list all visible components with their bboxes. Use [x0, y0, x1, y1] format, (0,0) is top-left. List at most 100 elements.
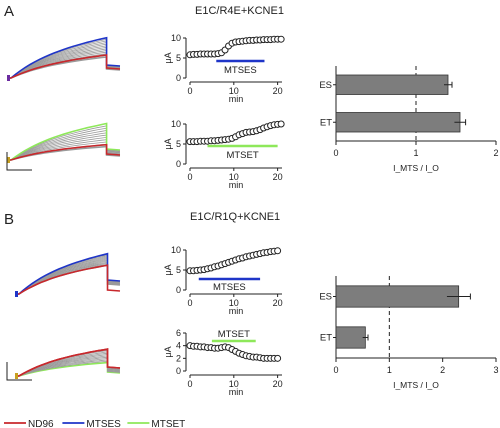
legend-label: ND96 — [28, 419, 54, 428]
panel-b-title: E1C/R1Q+KCNE1 — [190, 211, 280, 223]
x-tick-label: 1 — [387, 365, 392, 375]
trace-gray — [8, 127, 121, 161]
x-tick-label: 0 — [333, 148, 338, 158]
trace-high — [16, 252, 121, 295]
panel-b-scale-bar — [6, 362, 32, 381]
trace-gray — [8, 132, 121, 161]
y-tick-label: 0 — [176, 366, 181, 376]
x-tick-label: 1 — [413, 148, 418, 158]
trace-nd96 — [16, 348, 121, 377]
panel-a-title: E1C/R4E+KCNE1 — [195, 5, 284, 17]
x-axis-label: min — [229, 94, 244, 104]
x-tick-label: 10 — [229, 172, 239, 182]
data-point — [277, 35, 285, 43]
trace-start-marker — [15, 373, 18, 379]
panel-a-timecourse-mtses: 0 5 10 0 10 20 μA min MTSES — [163, 33, 285, 104]
bar — [335, 285, 460, 308]
y-tick-label: 10 — [171, 245, 181, 255]
x-axis-label: min — [229, 180, 244, 190]
panel-a-bar-chart: 0 1 2 ES ET I_MTS / I_O — [319, 66, 499, 173]
treatment-label: MTSES — [213, 282, 246, 293]
bar — [335, 112, 461, 133]
x-tick-label: 2 — [440, 365, 445, 375]
category-label: ET — [320, 117, 332, 128]
y-tick-label: 2 — [176, 353, 181, 363]
data-point — [274, 354, 282, 362]
x-tick-label: 0 — [187, 172, 192, 182]
legend-label: MTSET — [151, 419, 185, 428]
y-tick-label: 5 — [176, 265, 181, 275]
treatment-label: MTSET — [218, 329, 250, 340]
trace-start-marker — [15, 291, 18, 297]
x-tick-label: 2 — [493, 148, 498, 158]
trace-nd96 — [8, 54, 121, 79]
trace-gray — [8, 134, 121, 161]
x-tick-label: 3 — [493, 365, 498, 375]
y-tick-label: 10 — [171, 33, 181, 43]
x-tick-label: 0 — [187, 298, 192, 308]
trace-start-marker — [7, 75, 10, 81]
y-tick-label: 0 — [176, 159, 181, 169]
y-tick-label: 0 — [176, 285, 181, 295]
trace-gray — [8, 130, 121, 161]
y-tick-label: 10 — [171, 119, 181, 129]
y-axis-label: μA — [163, 264, 173, 275]
legend: ND96 MTSES MTSET — [4, 419, 185, 428]
panel-a-timecourse-mtset: 0 5 10 0 10 20 μA min MTSET — [163, 119, 285, 190]
x-tick-label: 10 — [229, 379, 239, 389]
y-axis-label: μA — [163, 52, 173, 63]
error-bar — [446, 293, 471, 300]
error-bar — [444, 81, 453, 88]
trace-start-marker — [7, 157, 10, 163]
y-tick-label: 0 — [176, 73, 181, 83]
trace-gray — [8, 139, 121, 161]
treatment-label: MTSET — [226, 150, 258, 161]
trace-gray — [16, 258, 121, 295]
panel-b-current-traces-mtset — [15, 348, 121, 379]
data-point — [277, 120, 285, 128]
legend-label: MTSES — [86, 419, 121, 428]
x-axis-label: I_MTS / I_O — [393, 163, 439, 173]
trace-high — [8, 36, 121, 79]
category-label: ET — [320, 333, 332, 344]
y-tick-label: 5 — [176, 139, 181, 149]
error-bar — [454, 119, 467, 126]
panel-a-current-traces-mtses — [7, 36, 121, 81]
data-point — [274, 247, 282, 255]
trace-gray — [8, 48, 121, 79]
y-axis-label: μA — [163, 346, 173, 357]
bar — [335, 326, 366, 349]
error-bar — [362, 334, 369, 341]
x-tick-label: 20 — [273, 379, 283, 389]
x-axis-label: min — [229, 387, 244, 397]
x-tick-label: 10 — [229, 298, 239, 308]
panel-b-timecourse-mtset: 0 2 4 6 0 10 20 μA min MTSET — [163, 328, 283, 397]
y-tick-label: 6 — [176, 328, 181, 338]
panel-a-current-traces-mtset — [7, 122, 121, 163]
y-tick-label: 4 — [176, 341, 181, 351]
category-label: ES — [319, 292, 332, 303]
y-tick-label: 5 — [176, 53, 181, 63]
x-tick-label: 20 — [273, 86, 283, 96]
x-tick-label: 0 — [187, 379, 192, 389]
trace-gray — [16, 257, 121, 295]
treatment-label: MTSES — [224, 65, 257, 76]
y-axis-label: μA — [163, 138, 173, 149]
x-axis-label: min — [229, 306, 244, 316]
trace-nd96 — [16, 264, 121, 295]
panel-a-letter: A — [4, 3, 14, 20]
panel-b-letter: B — [4, 211, 14, 228]
panel-a-scale-bar — [6, 152, 32, 171]
panel-b-timecourse-mtses: 0 5 10 0 10 20 μA min MTSES — [163, 245, 283, 316]
trace-nd96 — [8, 143, 121, 161]
x-tick-label: 10 — [229, 86, 239, 96]
category-label: ES — [319, 80, 332, 91]
bar — [335, 74, 449, 95]
x-tick-label: 0 — [333, 365, 338, 375]
trace-high — [8, 122, 121, 161]
panel-b-bar-chart: 0 1 2 3 ES ET I_MTS / I_O — [319, 276, 499, 390]
trace-gray — [8, 136, 121, 161]
panel-b-current-traces-mtses — [15, 252, 121, 297]
x-tick-label: 0 — [187, 86, 192, 96]
